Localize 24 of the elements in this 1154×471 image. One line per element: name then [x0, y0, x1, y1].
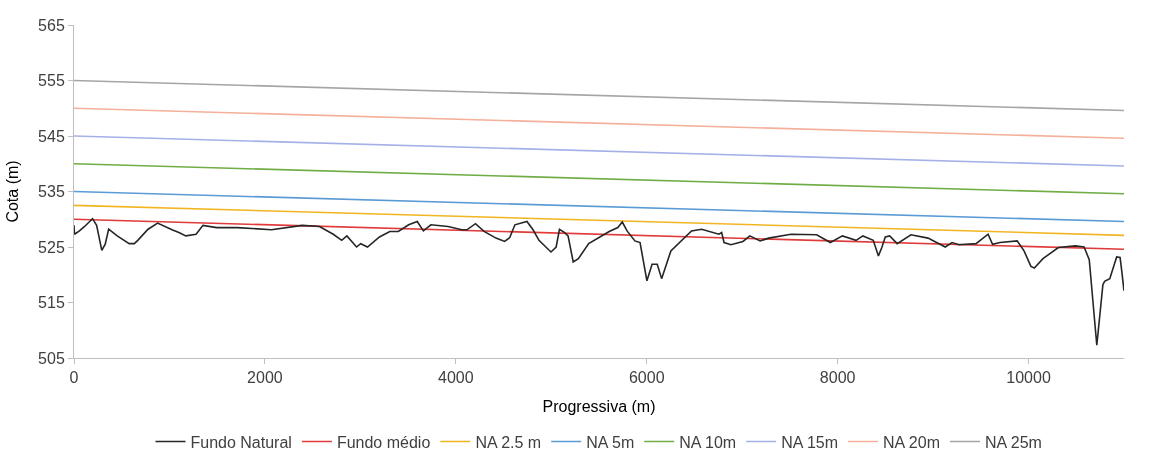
x-tick-label: 0: [69, 369, 79, 387]
y-tick-label: 545: [38, 127, 65, 145]
y-tick-label: 505: [38, 349, 65, 367]
legend-label: Fundo médio: [336, 433, 431, 451]
legend-label: Fundo Natural: [190, 433, 292, 451]
legend-label: NA 25m: [984, 433, 1042, 451]
legend-label: NA 5m: [586, 433, 635, 451]
x-tick-label: 10000: [1006, 369, 1051, 387]
legend-label: NA 10m: [679, 433, 737, 451]
y-tick-label: 525: [38, 238, 65, 256]
legend-label: NA 20m: [883, 433, 940, 451]
x-tick-label: 4000: [438, 369, 474, 387]
x-tick-label: 8000: [819, 369, 856, 387]
y-tick-label: 515: [38, 294, 65, 312]
y-tick-label: 555: [38, 72, 65, 90]
x-tick-label: 6000: [628, 369, 665, 387]
legend-label: NA 2.5 m: [475, 433, 542, 451]
legend-label: NA 15m: [781, 433, 839, 451]
x-axis-title: Progressiva (m): [542, 397, 656, 415]
y-tick-label: 565: [38, 16, 65, 34]
y-tick-label: 535: [38, 183, 65, 201]
line-series: [74, 217, 1124, 347]
x-tick-label: 2000: [247, 369, 283, 387]
y-axis-title: Cota (m): [4, 160, 21, 223]
